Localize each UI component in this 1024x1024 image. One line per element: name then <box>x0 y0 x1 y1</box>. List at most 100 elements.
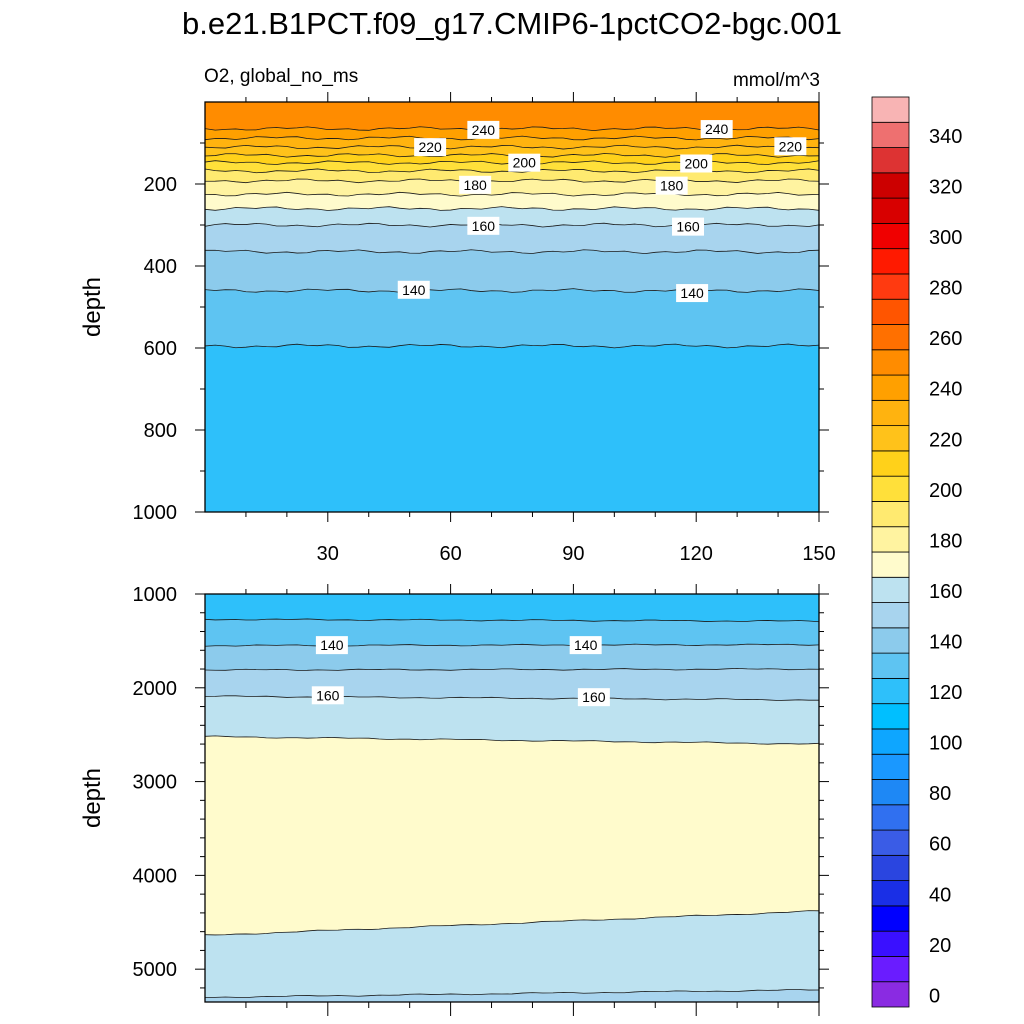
fill-band <box>205 668 819 701</box>
colorbar-swatch <box>871 425 910 452</box>
colorbar-label: 40 <box>929 884 951 906</box>
fill-band <box>205 594 819 622</box>
fill-band <box>205 989 819 1002</box>
fill-band <box>205 126 819 140</box>
contour-label: 160 <box>582 689 606 705</box>
colorbar-label: 120 <box>929 682 962 704</box>
colorbar-swatch <box>871 147 910 174</box>
fill-band <box>205 102 819 131</box>
x-tick-label: 120 <box>680 543 713 565</box>
contour-label-bg <box>508 153 541 172</box>
contour-label-bg <box>700 120 733 139</box>
contour-label: 220 <box>418 139 442 155</box>
colorbar-swatch <box>871 779 910 806</box>
contour-label-bg <box>672 217 705 236</box>
plot-frame <box>204 593 820 1003</box>
colorbar-swatch <box>871 248 910 275</box>
fill-band <box>205 735 819 935</box>
colorbar-swatch <box>871 475 910 502</box>
fill-band <box>205 192 819 211</box>
colorbar-swatch <box>871 273 910 300</box>
contour-label-bg <box>467 216 500 235</box>
colorbar-swatch <box>871 501 910 528</box>
colorbar-swatch <box>871 172 910 199</box>
colorbar-swatch <box>871 930 910 957</box>
colorbar-swatch <box>871 652 910 679</box>
contour-line <box>204 249 820 254</box>
colorbar-label: 100 <box>929 733 962 755</box>
contour-label: 160 <box>316 687 340 703</box>
contour-label-bg <box>569 636 602 655</box>
contour-line <box>204 191 820 197</box>
contour-label-bg <box>315 636 348 655</box>
x-tick-label: 30 <box>317 543 339 565</box>
colorbar-swatch <box>871 829 910 856</box>
contour-label: 240 <box>472 122 496 138</box>
colorbar-swatch <box>871 96 910 123</box>
contour-line <box>204 735 820 745</box>
y-tick-label: 200 <box>144 174 177 196</box>
contour-line <box>204 643 820 647</box>
contour-line <box>204 206 820 211</box>
colorbar-swatch <box>871 551 910 578</box>
colorbar-swatch <box>871 880 910 907</box>
contour-label-bg <box>577 688 610 707</box>
fill-band <box>205 206 819 227</box>
colorbar-label: 60 <box>929 834 951 856</box>
colorbar-swatch <box>871 677 910 705</box>
colorbar-label: 240 <box>929 379 962 401</box>
y-tick-label: 2000 <box>133 678 178 700</box>
contour-label: 240 <box>705 121 729 137</box>
colorbar-swatch <box>871 298 910 325</box>
colorbar-swatch <box>871 728 910 755</box>
units-label: mmol/m^3 <box>733 70 820 91</box>
contour-label-bg <box>414 138 447 157</box>
contour-label: 140 <box>320 637 344 653</box>
colorbar-swatch <box>871 956 910 983</box>
y-tick-label: 1000 <box>133 584 178 606</box>
fill-band <box>205 695 819 745</box>
contour-line <box>204 135 820 141</box>
y-axis-label: depth <box>79 277 106 337</box>
colorbar-label: 260 <box>929 328 962 350</box>
colorbar-swatch <box>871 905 910 932</box>
colorbar-swatch <box>871 627 910 654</box>
contour-label-bg <box>774 137 807 156</box>
contour-label-bg <box>397 280 430 299</box>
contour-label: 180 <box>660 178 684 194</box>
y-tick-label: 5000 <box>133 959 178 981</box>
contour-line <box>204 178 820 184</box>
fill-band <box>205 644 819 671</box>
colorbar-swatch <box>871 222 910 250</box>
y-tick-label: 800 <box>144 420 177 442</box>
colorbar-swatch <box>871 349 910 376</box>
x-tick-label: 60 <box>439 543 461 565</box>
colorbar-swatch <box>871 197 910 224</box>
colorbar-label: 20 <box>929 935 951 957</box>
colorbar-swatch <box>871 374 910 401</box>
contour-line <box>204 695 820 701</box>
y-tick-label: 400 <box>144 256 177 278</box>
contour-label: 180 <box>463 177 487 193</box>
fill-band <box>205 288 819 348</box>
fill-band <box>205 344 819 512</box>
contour-line <box>204 144 820 150</box>
contour-label-bg <box>676 284 709 303</box>
contour-label-bg <box>311 686 344 705</box>
contour-line <box>204 618 820 623</box>
colorbar-swatch <box>871 804 910 831</box>
y-tick-label: 3000 <box>133 772 178 794</box>
y-tick-label: 1000 <box>133 502 178 524</box>
colorbar-swatch <box>871 753 910 780</box>
contour-line <box>204 667 820 671</box>
contour-label: 220 <box>779 138 803 154</box>
contour-label-bg <box>680 154 713 173</box>
colorbar-swatch <box>871 854 910 882</box>
colorbar-label: 80 <box>929 783 951 805</box>
x-tick-label: 90 <box>562 543 584 565</box>
colorbar-label: 320 <box>929 176 962 198</box>
fill-band <box>205 618 819 647</box>
contour-label: 200 <box>685 156 709 172</box>
colorbar-swatch <box>871 324 910 351</box>
